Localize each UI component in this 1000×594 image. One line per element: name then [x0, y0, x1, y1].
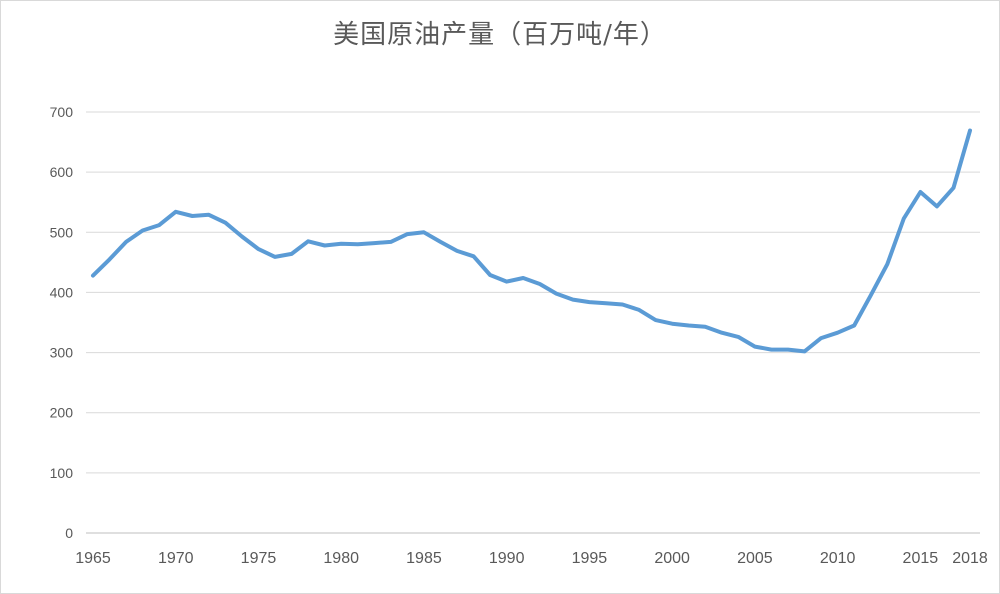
y-tick-label: 300 [50, 345, 74, 361]
x-tick-label: 1980 [323, 550, 359, 567]
chart-title: 美国原油产量（百万吨/年） [333, 20, 667, 50]
x-tick-label: 2010 [820, 550, 856, 567]
x-tick-label: 2018 [952, 550, 988, 567]
x-tick-label: 1995 [572, 550, 608, 567]
y-tick-label: 700 [50, 104, 74, 120]
x-tick-label: 2005 [737, 550, 773, 567]
x-tick-label: 1985 [406, 550, 442, 567]
x-tick-label: 1970 [158, 550, 194, 567]
data-series [91, 128, 972, 354]
y-tick-label: 0 [65, 525, 73, 541]
y-tick-label: 500 [50, 224, 74, 240]
series-line [91, 128, 972, 354]
x-tick-label: 2000 [654, 550, 690, 567]
y-tick-label: 100 [50, 465, 74, 481]
y-tick-label: 600 [50, 164, 74, 180]
y-tick-label: 200 [50, 405, 74, 421]
y-axis-tick-labels: 0 100 200 300 400 500 600 700 [50, 104, 74, 541]
x-tick-label: 1965 [75, 550, 111, 567]
x-tick-label: 2015 [903, 550, 939, 567]
x-axis-tick-labels: 1965 1970 1975 1980 1985 1990 1995 2000 2005 2010… [75, 550, 988, 567]
gridlines [86, 111, 980, 534]
x-tick-label: 1990 [489, 550, 525, 567]
x-tick-label: 1975 [241, 550, 277, 567]
y-tick-label: 400 [50, 284, 74, 300]
